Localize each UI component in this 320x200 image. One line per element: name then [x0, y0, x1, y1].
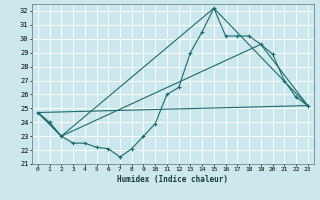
X-axis label: Humidex (Indice chaleur): Humidex (Indice chaleur) — [117, 175, 228, 184]
